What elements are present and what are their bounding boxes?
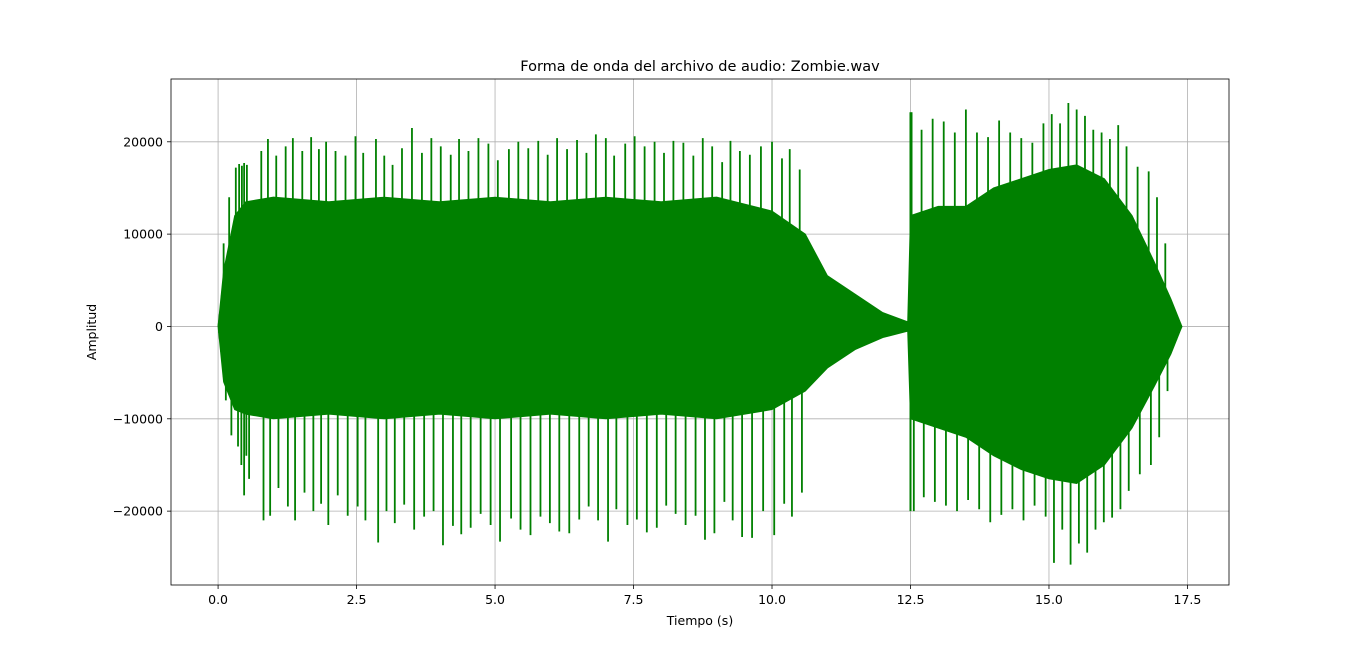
x-tick-label: 5.0 — [485, 592, 505, 607]
x-tick-label: 10.0 — [758, 592, 786, 607]
y-tick-label: −10000 — [113, 411, 163, 426]
axes-frame — [170, 78, 1230, 586]
y-axis-ticks: −20000 −10000 0 10000 20000 — [113, 134, 171, 519]
x-tick-label: 7.5 — [624, 592, 644, 607]
x-tick-label: 0.0 — [208, 592, 228, 607]
x-axis-ticks: 0.0 2.5 5.0 7.5 10.0 12.5 15.0 17.5 — [208, 585, 1201, 607]
y-tick-label: 10000 — [123, 227, 163, 242]
y-tick-label: −20000 — [113, 504, 163, 519]
y-tick-label: 0 — [155, 319, 163, 334]
x-tick-label: 15.0 — [1035, 592, 1063, 607]
chart-title: Forma de onda del archivo de audio: Zomb… — [520, 59, 880, 75]
y-tick-label: 20000 — [123, 134, 163, 149]
x-tick-label: 2.5 — [347, 592, 367, 607]
x-tick-label: 17.5 — [1174, 592, 1202, 607]
y-axis-label: Amplitud — [84, 304, 99, 360]
x-tick-label: 12.5 — [897, 592, 925, 607]
x-axis-label: Tiempo (s) — [666, 613, 733, 628]
plot-area — [217, 103, 1183, 565]
